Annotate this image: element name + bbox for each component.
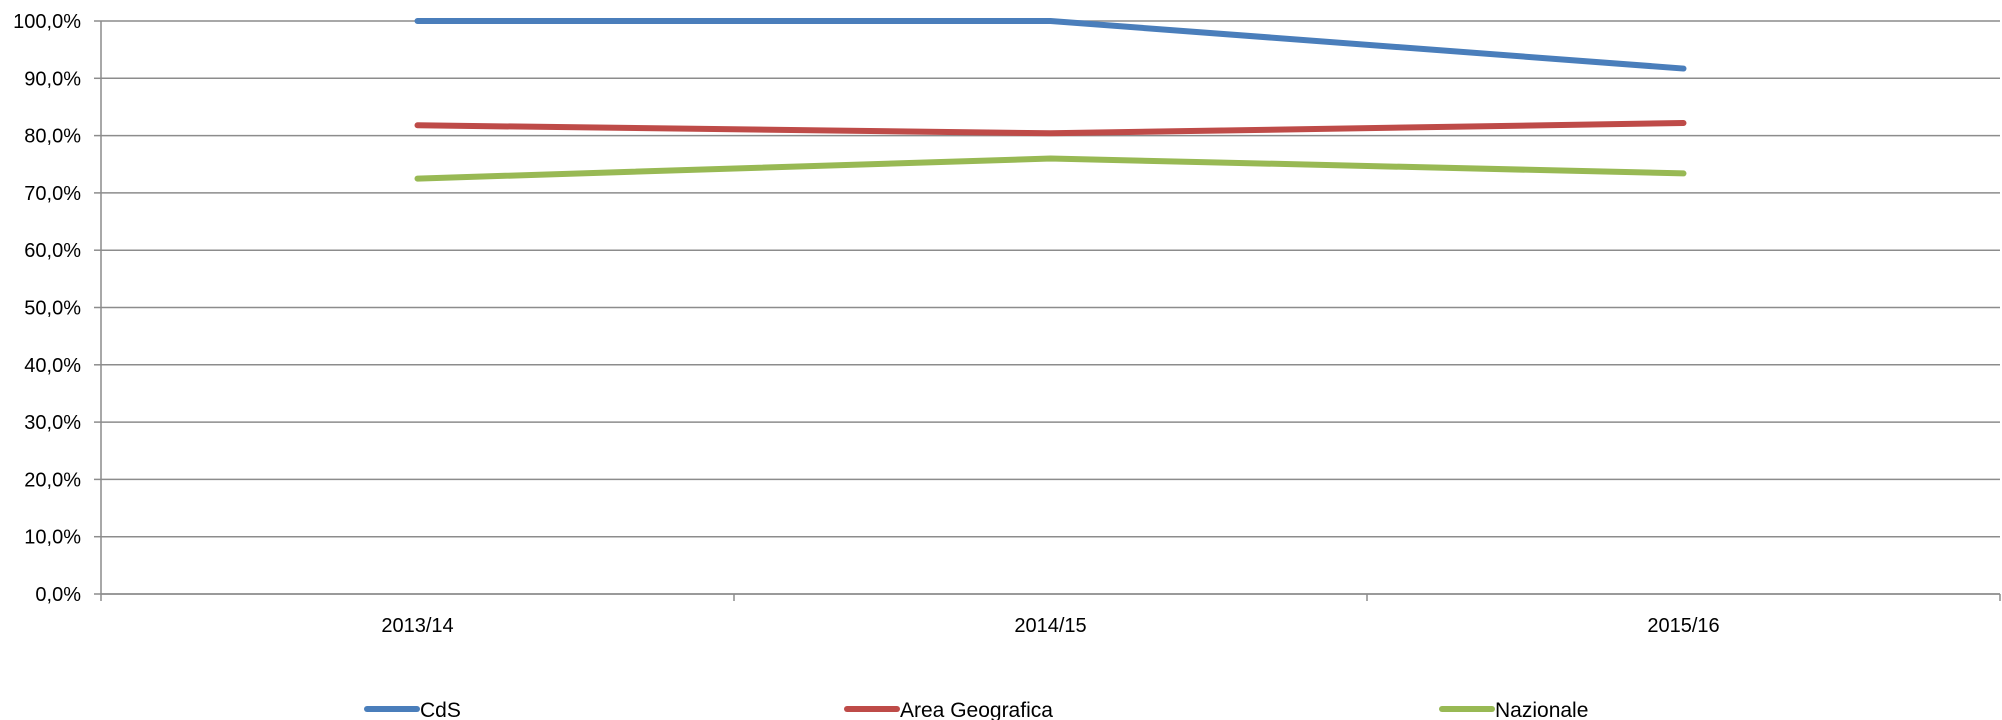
y-tick-label: 100,0%: [13, 11, 81, 33]
y-tick-label: 80,0%: [24, 126, 81, 148]
series-line-area-geografica: [414, 119, 1687, 137]
series-lines: [414, 18, 1687, 182]
series-line-cds: [414, 18, 1687, 72]
y-tick-label: 90,0%: [24, 68, 81, 90]
legend: CdS Area Geografica Nazionale: [364, 699, 1588, 720]
y-tick-labels: 0,0% 10,0% 20,0% 30,0% 40,0% 50,0% 60,0% 70,0% 8…: [13, 11, 81, 606]
y-tick-label: 40,0%: [24, 355, 81, 377]
x-tick-label: 2015/16: [1647, 615, 1719, 637]
grid-lines: [101, 20, 2000, 595]
series-line-nazionale: [414, 155, 1687, 182]
x-tick-label: 2013/14: [381, 615, 453, 637]
y-tick-label: 30,0%: [24, 412, 81, 434]
x-tick-labels: 2013/14 2014/15 2015/16: [381, 615, 1719, 637]
y-tick-label: 70,0%: [24, 183, 81, 205]
y-tick-label: 10,0%: [24, 527, 81, 549]
y-tick-label: 50,0%: [24, 298, 81, 320]
y-tick-label: 60,0%: [24, 240, 81, 262]
x-tick-label: 2014/15: [1014, 615, 1086, 637]
y-tick-label: 20,0%: [24, 469, 81, 491]
legend-label: Nazionale: [1495, 699, 1588, 720]
legend-label: CdS: [420, 699, 461, 720]
legend-label: Area Geografica: [900, 699, 1053, 720]
axes: [94, 20, 2001, 601]
y-tick-label: 0,0%: [35, 584, 81, 606]
